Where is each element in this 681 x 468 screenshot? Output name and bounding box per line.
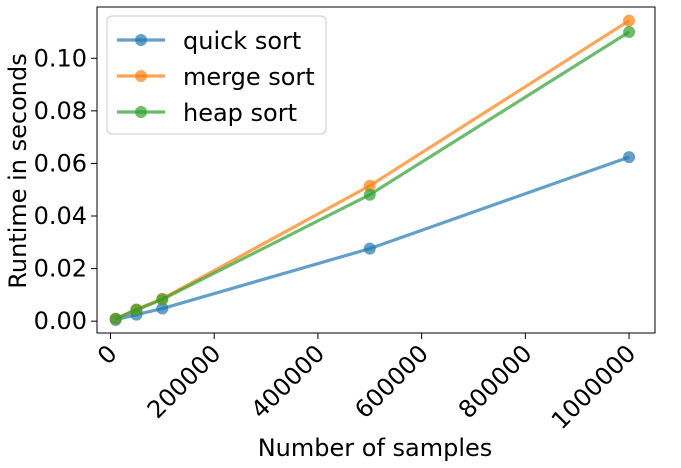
y-tick-label: 0.08 [34,97,87,125]
x-tick-label: 800000 [453,339,538,424]
legend-entry: merge sort [117,63,315,91]
legend-label: merge sort [183,63,315,91]
axes-frame [96,6,656,334]
data-point [109,312,122,325]
legend-marker [135,106,147,118]
legend-label: heap sort [183,99,297,127]
data-point [623,151,636,164]
x-tick-label: 0 [92,339,123,370]
x-tick-label: 400000 [246,339,331,424]
y-tick-label: 0.06 [34,149,87,177]
y-tick-label: 0.10 [34,44,87,72]
data-point [363,179,376,192]
data-point [363,242,376,255]
legend-entry: heap sort [117,99,297,127]
legend-box [106,15,327,135]
data-point [623,25,636,38]
legend-marker [135,70,147,82]
x-axis-label: Number of samples [258,434,493,462]
y-tick-label: 0.00 [34,307,87,335]
y-tick-label: 0.02 [34,255,87,283]
data-point [363,188,376,201]
y-tick-label: 0.04 [34,202,87,230]
legend-marker [135,34,147,46]
data-point [156,293,169,306]
legend-label: quick sort [183,27,301,55]
legend: quick sort merge sort heap sort [106,15,327,135]
series-quick-sort [109,151,636,326]
x-tick-label: 600000 [349,339,434,424]
x-tick-label: 1000000 [546,339,641,434]
legend-entry: quick sort [117,27,301,55]
plot-area [109,14,636,326]
data-point [623,14,636,27]
data-point [130,303,143,316]
x-tick-label: 200000 [142,339,227,424]
series-heap-sort [109,25,636,325]
data-point [156,302,169,315]
y-axis-label: Runtime in seconds [4,53,32,288]
